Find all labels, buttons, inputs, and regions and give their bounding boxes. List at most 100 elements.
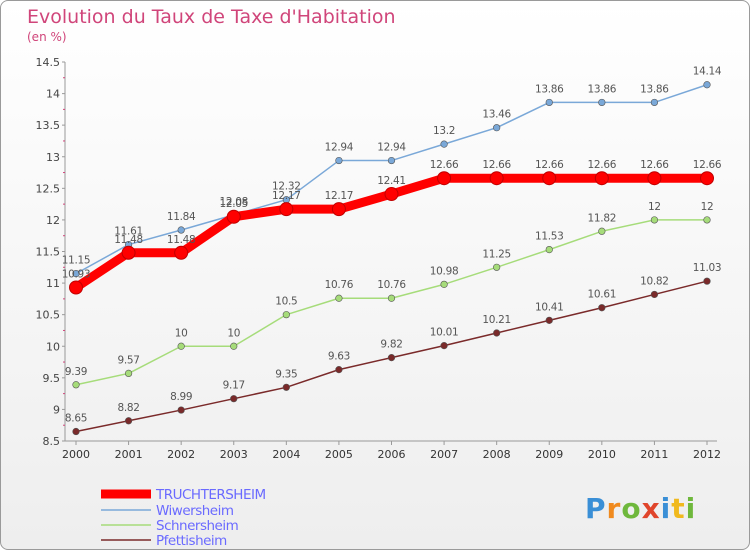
data-label: 9.57 [117,354,139,366]
data-point [700,171,714,186]
y-tick-label: 10 [46,340,60,353]
data-label: 12.32 [272,181,301,193]
data-point [650,290,659,299]
x-tick-label: 2006 [378,448,406,461]
data-label: 11.61 [114,226,143,238]
data-point [545,246,553,254]
data-point [226,209,241,224]
data-label: 14.14 [693,66,722,78]
data-point [230,395,238,403]
data-point [69,280,83,295]
data-point [703,277,711,285]
data-point [331,202,346,217]
data-label: 12.66 [482,159,511,171]
data-label: 10.82 [640,275,669,287]
legend-label: Pfettisheim [156,533,227,549]
data-point [177,342,185,350]
data-label: 11.84 [167,211,196,223]
data-label: 13.86 [588,83,617,95]
data-label: 9.39 [65,366,87,378]
data-point [440,342,448,350]
data-point [703,81,711,89]
y-tick-label: 9.5 [43,372,61,385]
y-tick-label: 14.5 [36,56,61,69]
data-point [545,98,553,107]
data-point [174,245,189,260]
data-label: 9.35 [275,368,297,380]
data-point [437,171,452,186]
data-label: 11.48 [167,234,196,246]
data-label: 10 [175,327,188,339]
data-label: 12.41 [377,175,406,187]
x-tick-label: 2005 [325,448,353,461]
data-point [282,383,290,391]
data-point [72,270,80,278]
data-point [440,280,448,288]
data-label: 12.17 [325,190,354,202]
y-tick-label: 9 [53,403,60,416]
data-label: 11.03 [693,262,722,274]
data-label: 9.63 [328,351,350,363]
x-tick-label: 2002 [167,448,195,461]
legend-label: TRUCHTERSHEIM [155,487,266,503]
data-label: 10.76 [377,279,406,291]
data-label: 12.66 [588,159,617,171]
proxiti-logo: Proxiti [585,492,696,525]
data-point [72,381,80,389]
data-point [124,417,133,425]
data-label: 11.53 [535,231,564,243]
x-tick-label: 2011 [640,448,668,461]
y-tick-label: 8.5 [43,435,61,448]
logo-letter: i [660,492,672,525]
data-label: 10.98 [430,265,459,277]
data-label: 12.66 [535,159,564,171]
x-tick-label: 2009 [535,448,563,461]
data-point [177,406,185,414]
data-point [335,156,343,165]
data-label: 9.82 [380,339,402,351]
logo-letter: r [606,492,622,525]
data-point [647,171,662,186]
logo-letter: P [585,492,607,525]
data-label: 13.2 [433,125,455,137]
data-point [387,294,396,302]
y-tick-label: 11 [46,277,60,290]
data-label: 12.05 [219,198,248,210]
data-label: 10.76 [325,279,354,291]
data-label: 13.86 [640,83,669,95]
data-point [650,216,659,224]
logo-letter: x [641,492,661,525]
logo-letter: o [621,492,642,525]
y-tick-label: 14 [46,88,60,101]
x-tick-label: 2000 [62,448,90,461]
x-tick-label: 2008 [483,448,511,461]
chart-subtitle: (en %) [27,30,67,44]
data-point [598,304,606,312]
data-point [230,342,238,350]
data-label: 10.01 [430,327,459,339]
data-label: 12 [701,201,714,213]
data-point [703,216,711,224]
data-label: 12.66 [430,159,459,171]
logo-letter: i [685,492,697,525]
data-label: 9.17 [223,380,245,392]
data-point [598,98,606,107]
data-point [493,329,501,337]
data-point [440,140,448,148]
data-label: 11.48 [114,234,143,246]
data-point [124,369,133,378]
data-point [493,263,501,271]
data-label: 8.65 [65,413,87,425]
data-label: 12 [648,201,661,213]
data-point [335,294,343,302]
y-tick-label: 13.5 [36,119,61,132]
data-point [542,171,557,186]
data-point [121,245,136,260]
data-label: 10.61 [588,289,617,301]
data-label: 12.94 [325,142,354,154]
x-tick-label: 2004 [272,448,300,461]
y-tick-label: 12 [46,214,60,227]
data-point [594,171,609,186]
